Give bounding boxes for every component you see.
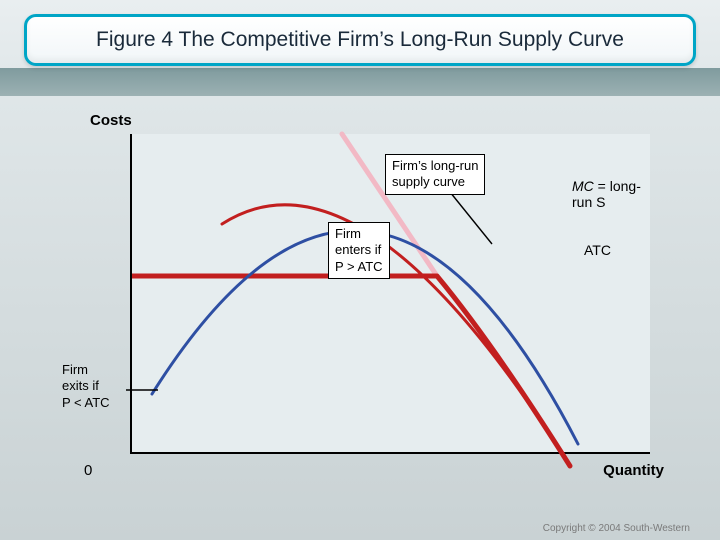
x-axis-label: Quantity: [603, 462, 664, 479]
figure-title-panel: Figure 4 The Competitive Firm’s Long-Run…: [24, 14, 696, 66]
annotation-firm-enters: Firmenters ifP > ATC: [328, 222, 390, 279]
copyright-text: Copyright © 2004 South-Western: [543, 523, 690, 534]
y-axis-label: Costs: [90, 112, 132, 129]
plot-area: Firm’s long-runsupply curve Firmenters i…: [130, 134, 650, 454]
annotation-supply-curve: Firm’s long-runsupply curve: [385, 154, 485, 195]
chart-stage: Costs 0 Quantity Firm’s long-runsupply c…: [70, 118, 670, 478]
decorative-band: [0, 68, 720, 96]
curve-label-atc: ATC: [584, 242, 611, 258]
figure-title: Figure 4 The Competitive Firm’s Long-Run…: [96, 28, 624, 52]
origin-label: 0: [84, 462, 92, 479]
curve-label-mc: MC = long-run S: [572, 178, 650, 210]
annotation-firm-exits: Firmexits ifP < ATC: [62, 362, 110, 411]
